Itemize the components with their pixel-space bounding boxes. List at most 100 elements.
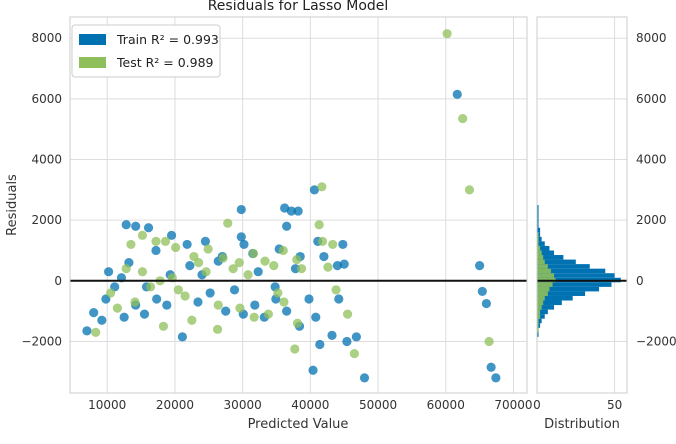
- test-point: [137, 230, 148, 240]
- test-point: [243, 270, 253, 280]
- test-point: [260, 256, 270, 266]
- train-histogram-bar: [537, 259, 576, 265]
- test-point: [218, 253, 228, 263]
- test-histogram-bar: [537, 291, 548, 296]
- train-histogram-bar: [537, 273, 615, 278]
- test-point: [223, 218, 233, 228]
- test-point: [194, 258, 204, 268]
- test-point: [158, 321, 169, 331]
- test-point: [213, 300, 223, 310]
- train-point: [97, 315, 107, 325]
- train-point: [177, 332, 187, 342]
- test-point: [296, 264, 307, 274]
- train-histogram-bar: [537, 332, 539, 337]
- test-point: [212, 324, 223, 334]
- test-point: [314, 220, 324, 230]
- test-point: [323, 262, 333, 272]
- distribution-x-ticks: 0 50: [533, 398, 622, 412]
- distribution-x-tick-label: 0: [533, 398, 541, 412]
- train-point: [477, 286, 487, 297]
- y-axis-ticks: −2000 0 2000 4000 6000 8000: [21, 31, 62, 348]
- legend: Train R² = 0.993 Test R² = 0.989: [71, 24, 221, 78]
- train-point: [89, 308, 99, 318]
- train-point: [475, 261, 485, 271]
- test-point: [228, 264, 238, 274]
- chart-title: Residuals for Lasso Model: [208, 0, 389, 14]
- y-axis-label: Residuals: [5, 174, 20, 236]
- test-point: [106, 288, 116, 298]
- test-point: [317, 236, 328, 246]
- distribution-plot-frame: [536, 16, 628, 394]
- test-point: [458, 113, 468, 124]
- train-histogram-bar: [537, 286, 600, 292]
- test-histogram-bar: [537, 300, 544, 306]
- test-point: [317, 182, 327, 192]
- train-point: [229, 285, 240, 295]
- train-point: [162, 300, 172, 310]
- train-point: [103, 267, 114, 277]
- test-point: [331, 285, 341, 295]
- train-histogram-bar: [537, 309, 548, 315]
- y-tick-label: −2000: [21, 334, 62, 348]
- train-point: [151, 245, 161, 256]
- main-plot-frame: [69, 16, 528, 394]
- distribution-plot-background: [537, 17, 627, 393]
- train-point: [338, 239, 348, 250]
- x-tick-label: 50000: [359, 398, 397, 412]
- train-point: [119, 312, 129, 322]
- distribution-y-tick-label: 0: [636, 274, 644, 288]
- test-histogram-bar: [537, 273, 555, 278]
- test-point: [342, 309, 353, 319]
- train-histogram-bar: [537, 214, 539, 219]
- test-histogram-bar: [537, 245, 541, 251]
- test-point: [349, 348, 359, 359]
- train-point: [250, 300, 260, 310]
- residual-points: [82, 29, 501, 383]
- test-histogram-bar: [537, 282, 553, 287]
- train-histogram-bar: [537, 255, 564, 260]
- test-histogram-bar: [537, 236, 539, 242]
- test-point: [328, 239, 338, 250]
- test-point: [249, 312, 259, 322]
- test-histogram-bar: [537, 305, 542, 310]
- train-histogram-bar: [537, 232, 541, 237]
- x-tick-label: 60000: [427, 398, 465, 412]
- test-point: [203, 244, 213, 254]
- distribution-y-ticks: −2000 0 2000 4000 6000 8000: [636, 31, 676, 348]
- train-point: [82, 326, 92, 336]
- test-point: [279, 297, 289, 307]
- x-tick-label: 30000: [224, 398, 262, 412]
- train-point: [491, 373, 501, 383]
- test-point: [201, 267, 211, 277]
- train-histogram-bar: [537, 245, 550, 251]
- test-histogram-bar: [537, 264, 548, 269]
- test-point: [171, 242, 181, 253]
- y-tick-label: 8000: [31, 31, 62, 45]
- x-axis-ticks: 10000 20000 30000 40000 50000 60000 70000: [88, 398, 532, 412]
- test-histogram-bar: [537, 241, 539, 246]
- test-point: [121, 264, 131, 274]
- train-histogram-bar: [537, 318, 542, 324]
- test-point: [151, 236, 161, 246]
- x-axis-label: Predicted Value: [248, 417, 349, 432]
- train-histogram-bar: [537, 314, 545, 319]
- train-point: [131, 221, 141, 231]
- train-histogram-bar: [537, 323, 541, 328]
- test-point: [278, 245, 288, 256]
- train-histogram-bar: [537, 227, 541, 233]
- train-histogram-bar: [537, 264, 590, 269]
- test-histogram-bar: [537, 255, 544, 260]
- test-histogram-bar: [537, 323, 539, 328]
- test-histogram-bar: [537, 327, 539, 333]
- train-point: [166, 230, 177, 240]
- train-histogram-bar: [537, 223, 539, 228]
- train-point: [205, 288, 215, 298]
- test-point: [173, 285, 183, 295]
- train-point: [319, 251, 329, 262]
- legend-swatch-train: [79, 34, 106, 45]
- train-point: [253, 267, 263, 277]
- test-point: [187, 315, 197, 325]
- x-tick-label: 40000: [291, 398, 329, 412]
- test-point: [180, 291, 190, 301]
- y-tick-label: 6000: [31, 92, 62, 106]
